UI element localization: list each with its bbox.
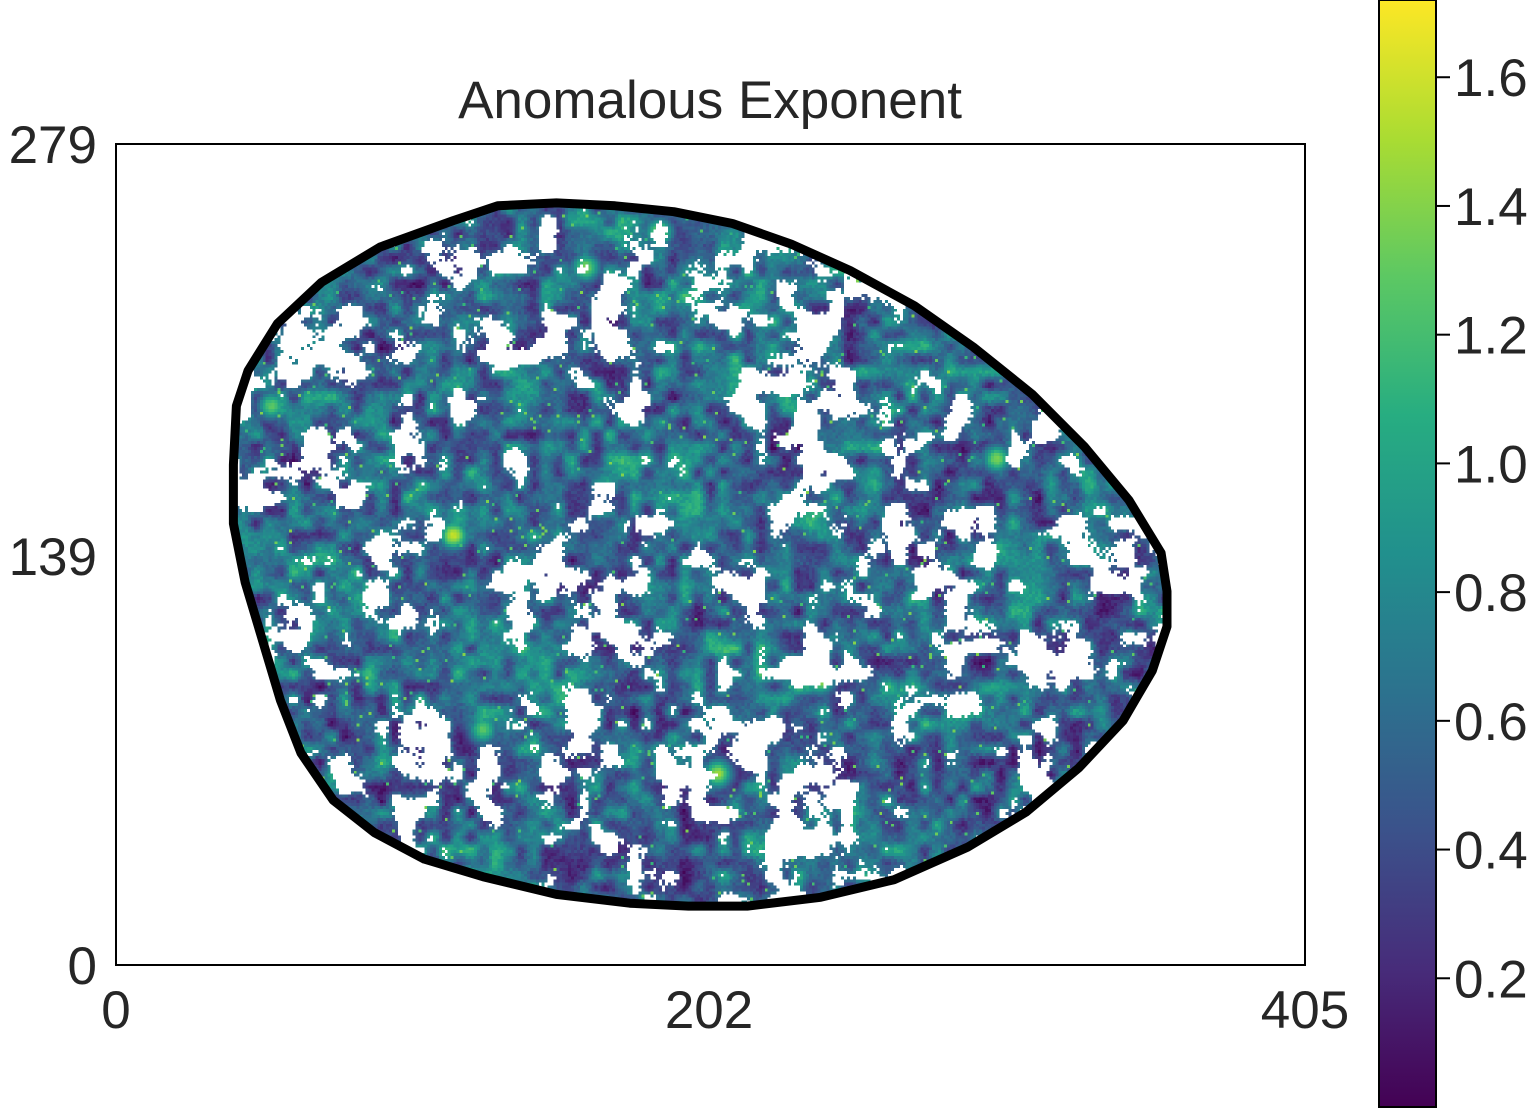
chart-title: Anomalous Exponent <box>458 71 962 130</box>
colorbar-tick-label: 0.6 <box>1454 693 1528 752</box>
y-tick-label: 0 <box>68 937 97 996</box>
colorbar-tick-label: 1.2 <box>1454 307 1528 366</box>
colorbar-ticks: 0.2 0.4 0.6 0.8 1.0 1.2 1.4 1.6 <box>1436 49 1528 1009</box>
colorbar-tick-label: 0.2 <box>1454 950 1528 1009</box>
colorbar-tick-label: 0.4 <box>1454 822 1528 881</box>
x-tick-label: 202 <box>665 981 753 1040</box>
boundary-outline <box>228 198 1172 911</box>
y-tick-label: 139 <box>9 528 97 587</box>
colorbar-tick-label: 1.4 <box>1454 178 1528 237</box>
colorbar-gradient <box>1378 0 1437 1108</box>
colorbar-tick-label: 1.6 <box>1454 49 1528 108</box>
colorbar-tick-label: 1.0 <box>1454 435 1528 494</box>
heatmap-image <box>116 144 1305 965</box>
plot-frame <box>115 143 1306 966</box>
colorbar-tick-label: 0.8 <box>1454 564 1528 623</box>
x-tick-label: 405 <box>1261 981 1349 1040</box>
anomalous-exponent-heatmap <box>116 144 1305 965</box>
y-tick-label: 279 <box>9 116 97 175</box>
x-tick-label: 0 <box>101 981 130 1040</box>
y-axis: 0 139 279 <box>9 116 97 996</box>
colorbar: 0.2 0.4 0.6 0.8 1.0 1.2 1.4 1.6 <box>1378 0 1528 1108</box>
x-axis: 0 202 405 <box>101 981 1349 1040</box>
